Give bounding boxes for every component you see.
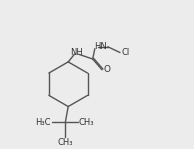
Text: Cl: Cl — [121, 48, 130, 57]
Text: CH₃: CH₃ — [79, 118, 94, 127]
Text: H₃C: H₃C — [36, 118, 51, 127]
Text: O: O — [104, 65, 111, 74]
Text: CH₃: CH₃ — [58, 138, 73, 147]
Text: HN: HN — [94, 42, 107, 51]
Text: NH: NH — [70, 48, 82, 57]
